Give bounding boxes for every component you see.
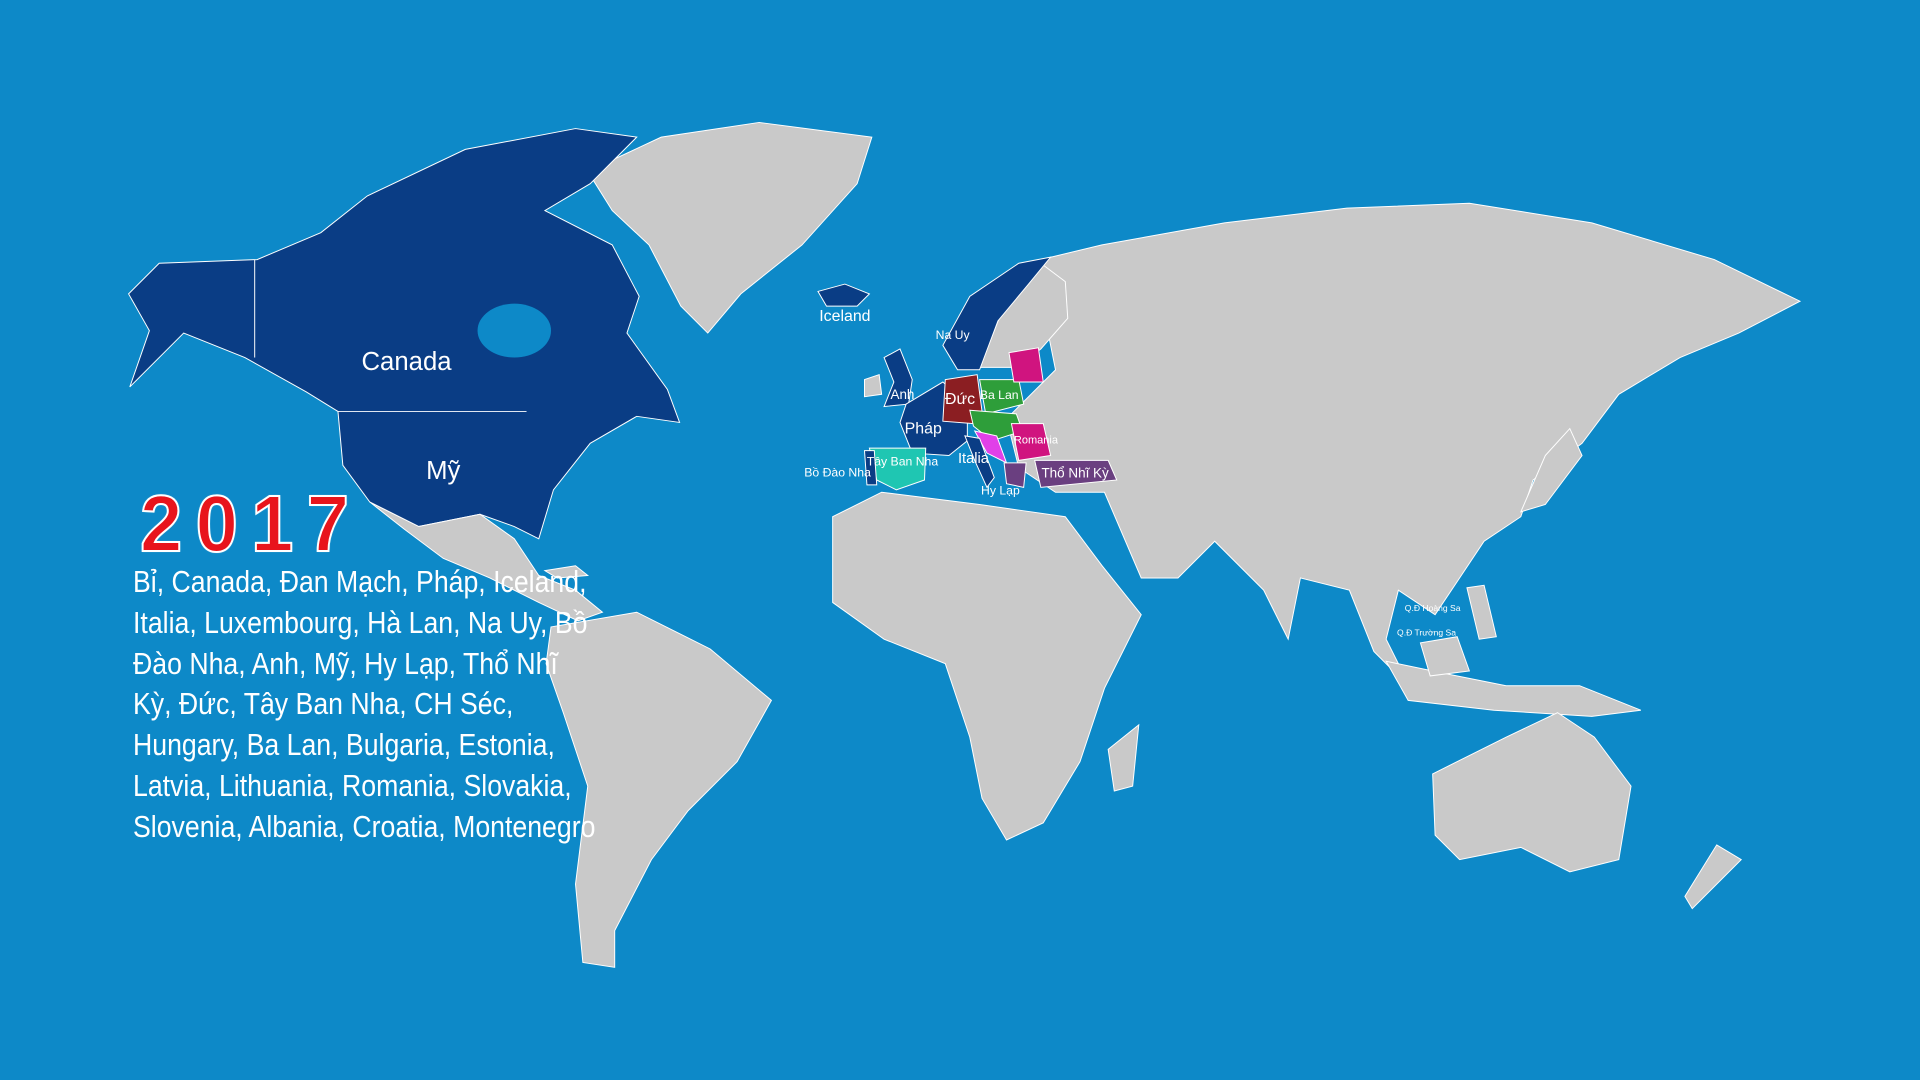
borneo bbox=[1419, 636, 1471, 677]
portugal bbox=[863, 450, 878, 486]
label-france: Pháp bbox=[905, 420, 942, 437]
poland bbox=[979, 379, 1025, 415]
africa bbox=[832, 491, 1142, 841]
label-poland: Ba Lan bbox=[980, 388, 1019, 402]
ireland bbox=[864, 374, 883, 398]
canada-usa bbox=[127, 128, 681, 540]
greece bbox=[1003, 462, 1027, 488]
label-germany: Đức bbox=[945, 391, 975, 408]
norway bbox=[942, 256, 1052, 371]
hudson-bay bbox=[477, 303, 552, 358]
mexico-central-america bbox=[369, 501, 604, 622]
label-turkey: Thổ Nhĩ Kỳ bbox=[1041, 466, 1109, 481]
romania-bulgaria bbox=[1010, 423, 1052, 461]
label-romania: Romania bbox=[1014, 434, 1059, 446]
label-italy: Italia bbox=[958, 451, 990, 467]
eurasia bbox=[1005, 202, 1802, 689]
turkey bbox=[1034, 459, 1118, 488]
new-zealand bbox=[1684, 844, 1743, 910]
indonesia bbox=[1385, 660, 1641, 717]
label-iceland: Iceland bbox=[819, 308, 870, 325]
label-canada: Canada bbox=[362, 348, 453, 376]
caribbean bbox=[543, 565, 590, 579]
member-countries-list: Bỉ, Canada, Đan Mạch, Pháp, Iceland, Ita… bbox=[133, 564, 596, 844]
iceland bbox=[817, 283, 871, 307]
philippines bbox=[1466, 584, 1497, 640]
label-paracel: Q.Đ Hoàng Sa bbox=[1405, 603, 1461, 613]
italy bbox=[964, 435, 995, 489]
year-title: 2017 bbox=[139, 478, 363, 569]
label-greece: Hy Lạp bbox=[981, 484, 1020, 498]
south-america bbox=[545, 611, 773, 968]
label-spain: Tây Ban Nha bbox=[867, 454, 939, 468]
madagascar bbox=[1107, 723, 1140, 792]
label-usa: Mỹ bbox=[426, 457, 460, 485]
australia bbox=[1432, 712, 1632, 873]
label-spratly: Q.Đ Trường Sa bbox=[1397, 628, 1456, 638]
label-uk: Anh bbox=[890, 387, 914, 402]
baltics bbox=[1008, 347, 1044, 383]
label-norway: Na Uy bbox=[936, 328, 971, 342]
greenland bbox=[587, 121, 873, 334]
japan bbox=[1519, 427, 1583, 513]
label-portugal: Bồ Đào Nha bbox=[804, 465, 871, 479]
